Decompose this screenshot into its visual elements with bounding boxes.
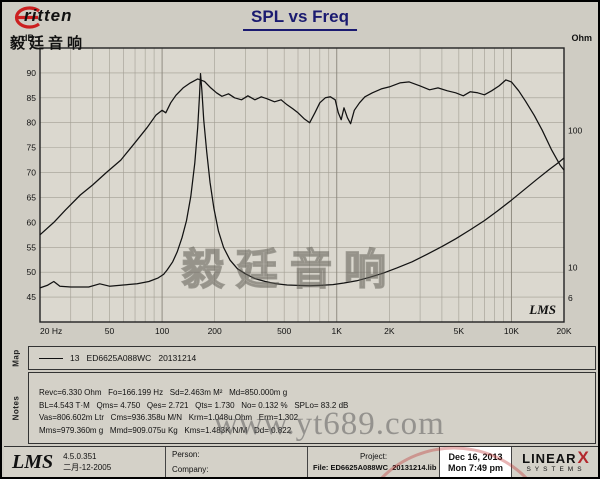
- brand-name: ritten: [24, 6, 73, 25]
- axis-tick-label: 65: [27, 192, 37, 202]
- company-label: Company:: [172, 465, 209, 474]
- axis-tick-label: 55: [27, 242, 37, 252]
- notes-line-1: Revc=6.330 Ohm Fo=166.199 Hz Sd=2.463m M…: [39, 388, 288, 397]
- axis-tick-label: 200: [208, 326, 222, 336]
- person-company-box: Person: Company:: [166, 447, 308, 477]
- notes-line-3: Vas=806.602m Ltr Cms=936.358u M/N Krm=1.…: [39, 413, 299, 422]
- notes-line-4: Mms=979.360m g Mmd=909.075u Kg Kms=1.483…: [39, 425, 292, 435]
- lms-version-box: LMS 4.5.0.351 二月-12-2005: [4, 447, 166, 477]
- legend: 13 ED6625A088WC 20131214: [28, 346, 596, 370]
- report-date: Dec 16, 2013: [448, 451, 503, 462]
- axis-tick-label: 50: [27, 267, 37, 277]
- legend-line-sample: [39, 357, 63, 359]
- axis-tick-label: 2K: [384, 326, 395, 336]
- brand-chinese-name: 毅廷音响: [10, 35, 87, 52]
- axis-tick-label: 10K: [504, 326, 519, 336]
- y-left-unit-label: dB: [22, 33, 34, 43]
- axis-tick-label: 500: [277, 326, 291, 336]
- spl-curve: [39, 78, 565, 236]
- status-bar: LMS 4.5.0.351 二月-12-2005 Person: Company…: [4, 446, 598, 477]
- axis-tick-label: 1K: [332, 326, 343, 336]
- tab-map[interactable]: Map: [11, 349, 21, 367]
- lms-logo: LMS: [12, 450, 54, 473]
- y-right-unit-label: Ohm: [571, 33, 592, 43]
- axis-tick-label: 45: [27, 292, 37, 302]
- person-label: Person:: [172, 450, 200, 459]
- legend-row: Map 13 ED6625A088WC 20131214: [4, 346, 598, 370]
- plot-border: [39, 47, 565, 323]
- linearx-x: X: [577, 448, 590, 467]
- axis-tick-label: 80: [27, 118, 37, 128]
- notes-row: Notes Revc=6.330 Ohm Fo=166.199 Hz Sd=2.…: [4, 372, 598, 444]
- notes-panel: Revc=6.330 Ohm Fo=166.199 Hz Sd=2.463m M…: [28, 372, 596, 444]
- notes-line-2: BL=4.543 T·M Qms= 4.750 Qes= 2.721 Qts= …: [39, 400, 349, 410]
- project-file-box: Project: File: ED6625A088WC 20131214.lib: [308, 447, 440, 477]
- report-time: Mon 7:49 pm: [447, 462, 503, 473]
- linearx-wordmark: LINEAR: [522, 451, 577, 466]
- legend-rail: Map: [4, 346, 28, 370]
- tab-notes[interactable]: Notes: [11, 395, 21, 421]
- axis-tick-label: 90: [27, 68, 37, 78]
- app-version: 4.5.0.351: [63, 452, 97, 461]
- chart-panel: 20 Hz 50 100 200 500 1K 2K 5K 10K 20K 90 85 80 75 70 65…: [4, 30, 598, 344]
- notes-rail: Notes: [4, 372, 28, 444]
- axis-tick-label: 20 Hz: [40, 326, 62, 336]
- plot-background: [40, 48, 564, 322]
- axis-tick-label: 5K: [454, 326, 465, 336]
- axis-tick-label: 100: [155, 326, 169, 336]
- brand-logo: ritten 毅廷音响: [10, 4, 140, 58]
- spl-vs-freq-chart: 20 Hz 50 100 200 500 1K 2K 5K 10K 20K908580757065…: [22, 33, 592, 336]
- axis-tick-label: 70: [27, 168, 37, 178]
- legend-label: 13 ED6625A088WC 20131214: [70, 353, 197, 363]
- axis-tick-label: 6: [568, 293, 573, 303]
- brand-e-swoosh-icon: [15, 6, 40, 29]
- axis-tick-label: 85: [27, 93, 37, 103]
- axis-tick-label: 100: [568, 125, 582, 135]
- file-label: File: ED6625A088WC 20131214.lib: [313, 463, 437, 472]
- axis-tick-label: 10: [568, 262, 578, 272]
- lms-chart-mark: LMS: [528, 302, 556, 317]
- linearx-systems: SYSTEMS: [526, 466, 586, 473]
- axis-tick-label: 75: [27, 143, 37, 153]
- app-version-date: 二月-12-2005: [63, 463, 112, 472]
- project-label: Project:: [359, 452, 388, 461]
- impedance-curve: [39, 72, 565, 289]
- linearx-logo: LINEARX SYSTEMS: [512, 447, 598, 477]
- axis-tick-label: 50: [105, 326, 115, 336]
- axis-tick-label: 60: [27, 217, 37, 227]
- axis-tick-label: 20K: [556, 326, 571, 336]
- page-title: SPL vs Freq: [243, 7, 357, 31]
- date-time-box: Dec 16, 2013 Mon 7:49 pm: [440, 447, 512, 477]
